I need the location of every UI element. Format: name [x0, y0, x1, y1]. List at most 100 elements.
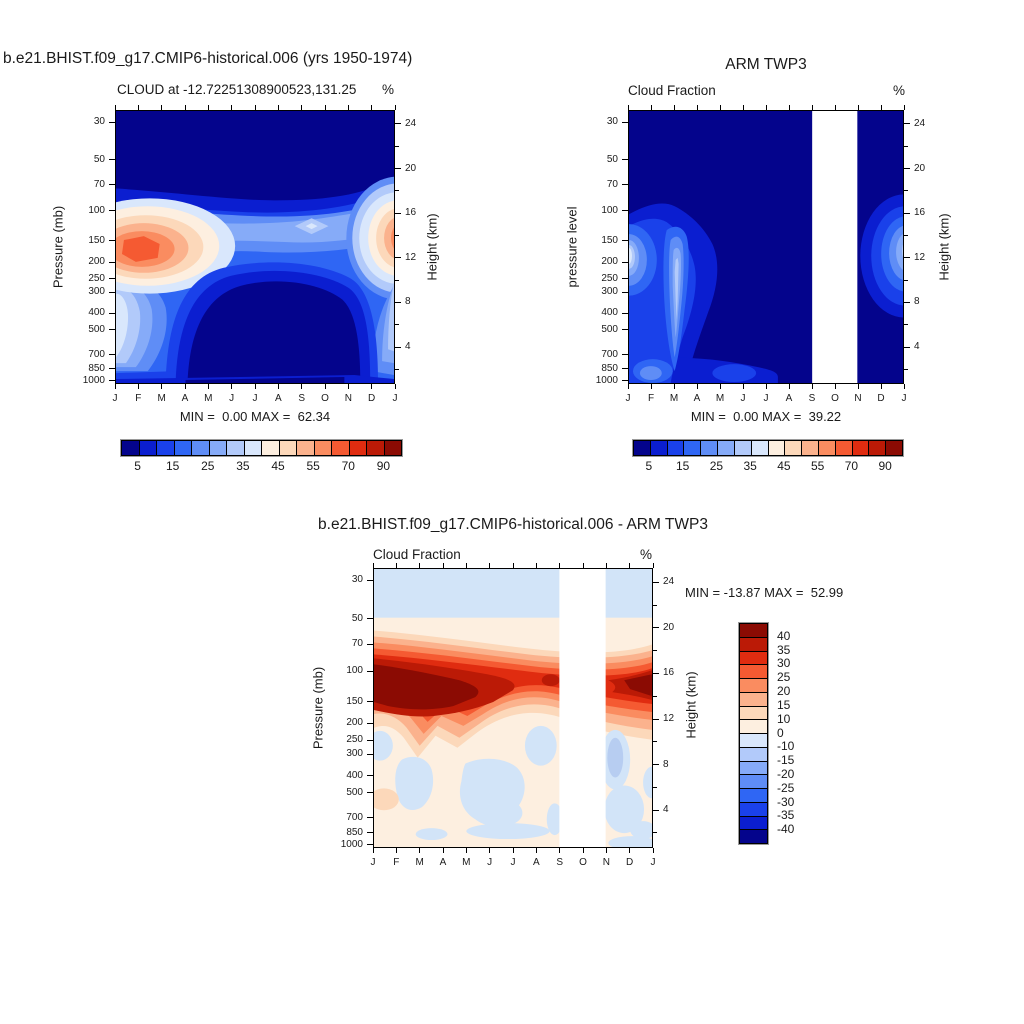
colorbar-cell — [348, 440, 367, 456]
colorbar-cell — [739, 801, 768, 817]
colorbar-cell — [739, 760, 768, 776]
colorbar-tick-label: 70 — [844, 459, 859, 473]
height-tick-major — [653, 672, 659, 674]
month-tick-label: A — [439, 857, 447, 868]
colorbar-cell — [851, 440, 870, 456]
colorbar-tick-label: 15 — [675, 459, 690, 473]
month-tick-label: J — [487, 857, 493, 868]
pressure-tick-label: 850 — [88, 362, 105, 374]
height-tick-major — [904, 346, 910, 348]
colorbar-tick-label: 45 — [777, 459, 791, 473]
pressure-tick — [367, 670, 373, 672]
pressure-tick — [622, 278, 628, 280]
month-tick-label: D — [368, 393, 376, 404]
pressure-tick — [109, 291, 115, 293]
pressure-tick — [367, 817, 373, 819]
colorbar-cell — [313, 440, 332, 456]
height-tick-minor — [395, 368, 399, 370]
pressure-tick-label: 850 — [601, 362, 618, 374]
pressure-tick — [367, 722, 373, 724]
colorbar-tick-label: 15 — [777, 697, 791, 712]
colorbar-cell — [739, 636, 768, 652]
month-tick-label: M — [669, 393, 679, 404]
colorbar-cell — [817, 440, 836, 456]
pressure-tick-label: 300 — [601, 286, 618, 298]
colorbar-cell — [834, 440, 853, 456]
height-tick-minor — [395, 279, 399, 281]
colorbar-tick-label: -40 — [777, 822, 795, 837]
height-tick-major — [395, 301, 401, 303]
month-tick-label: J — [229, 393, 235, 404]
pressure-tick-label: 400 — [346, 769, 363, 781]
month-tick-label: F — [135, 393, 142, 404]
pressure-tick — [109, 312, 115, 314]
height-tick-label: 12 — [914, 251, 926, 263]
colorbar-tick-label: 25 — [709, 459, 724, 473]
month-tick-top — [673, 105, 675, 110]
pressure-tick-label: 500 — [601, 323, 618, 335]
height-tick-major — [395, 257, 401, 259]
height-tick-label: 24 — [405, 117, 417, 129]
height-tick-minor — [904, 324, 908, 326]
height-tick-label: 24 — [663, 576, 675, 588]
pressure-tick — [109, 159, 115, 161]
height-tick-minor — [653, 695, 657, 697]
height-tick-minor — [395, 324, 399, 326]
pressure-tick-label: 100 — [346, 665, 363, 677]
colorbar-tick-label: 40 — [777, 628, 791, 643]
colorbar-tick-label: 20 — [777, 684, 791, 699]
colorbar-cell — [750, 440, 769, 456]
month-tick-bottom — [559, 848, 561, 853]
height-tick-label: 20 — [405, 162, 417, 174]
pressure-tick-label: 700 — [601, 348, 618, 360]
month-tick-label: D — [626, 857, 634, 868]
colorbar-tick-label: 55 — [810, 459, 825, 473]
colorbar-cell — [243, 440, 262, 456]
month-tick-label: J — [625, 393, 631, 404]
month-tick-top — [582, 563, 584, 568]
pressure-tick-label: 1000 — [595, 374, 618, 386]
diff-contour-field — [374, 569, 652, 847]
height-tick-major — [904, 257, 910, 259]
month-tick-label: A — [181, 393, 189, 404]
month-tick-label: M — [204, 393, 213, 404]
colorbar-cell — [739, 719, 768, 734]
month-tick-label: A — [785, 393, 793, 404]
height-tick-minor — [904, 279, 908, 281]
height-tick-minor — [904, 190, 908, 192]
month-tick-label: J — [740, 393, 746, 404]
colorbar-tick-label: 90 — [878, 459, 892, 473]
height-tick-label: 12 — [663, 713, 675, 725]
height-tick-major — [904, 168, 910, 170]
colorbar-cell — [739, 746, 768, 762]
month-tick-bottom — [371, 384, 373, 389]
obs-colorbar — [632, 439, 904, 457]
pressure-tick-label: 100 — [601, 204, 618, 216]
colorbar-cell — [801, 440, 819, 456]
colorbar-cell — [331, 440, 350, 456]
month-tick-top — [394, 105, 396, 110]
month-tick-bottom — [535, 848, 537, 853]
month-tick-bottom — [673, 384, 675, 389]
pressure-tick-label: 400 — [88, 307, 105, 319]
pressure-tick-label: 250 — [601, 272, 618, 284]
month-tick-top — [765, 105, 767, 110]
month-tick-label: M — [462, 857, 471, 868]
diff-minmax: MIN = -13.87 MAX = 52.99 — [685, 585, 844, 600]
pressure-tick — [109, 368, 115, 370]
month-tick-bottom — [347, 384, 349, 389]
height-tick-major — [395, 123, 401, 125]
month-tick-bottom — [277, 384, 279, 389]
month-tick-top — [207, 105, 209, 110]
model-units-label: % — [382, 82, 395, 97]
pressure-tick-label: 250 — [88, 272, 105, 284]
obs-title: ARM TWP3 — [725, 56, 807, 73]
model-y-axis-label: Pressure (mb) — [50, 205, 66, 289]
height-tick-label: 4 — [405, 341, 411, 352]
month-tick-bottom — [742, 384, 744, 389]
month-tick-top — [719, 105, 721, 110]
month-tick-bottom — [395, 848, 397, 853]
height-tick-major — [904, 301, 910, 303]
pressure-tick-label: 70 — [351, 638, 363, 650]
pressure-tick — [622, 121, 628, 123]
